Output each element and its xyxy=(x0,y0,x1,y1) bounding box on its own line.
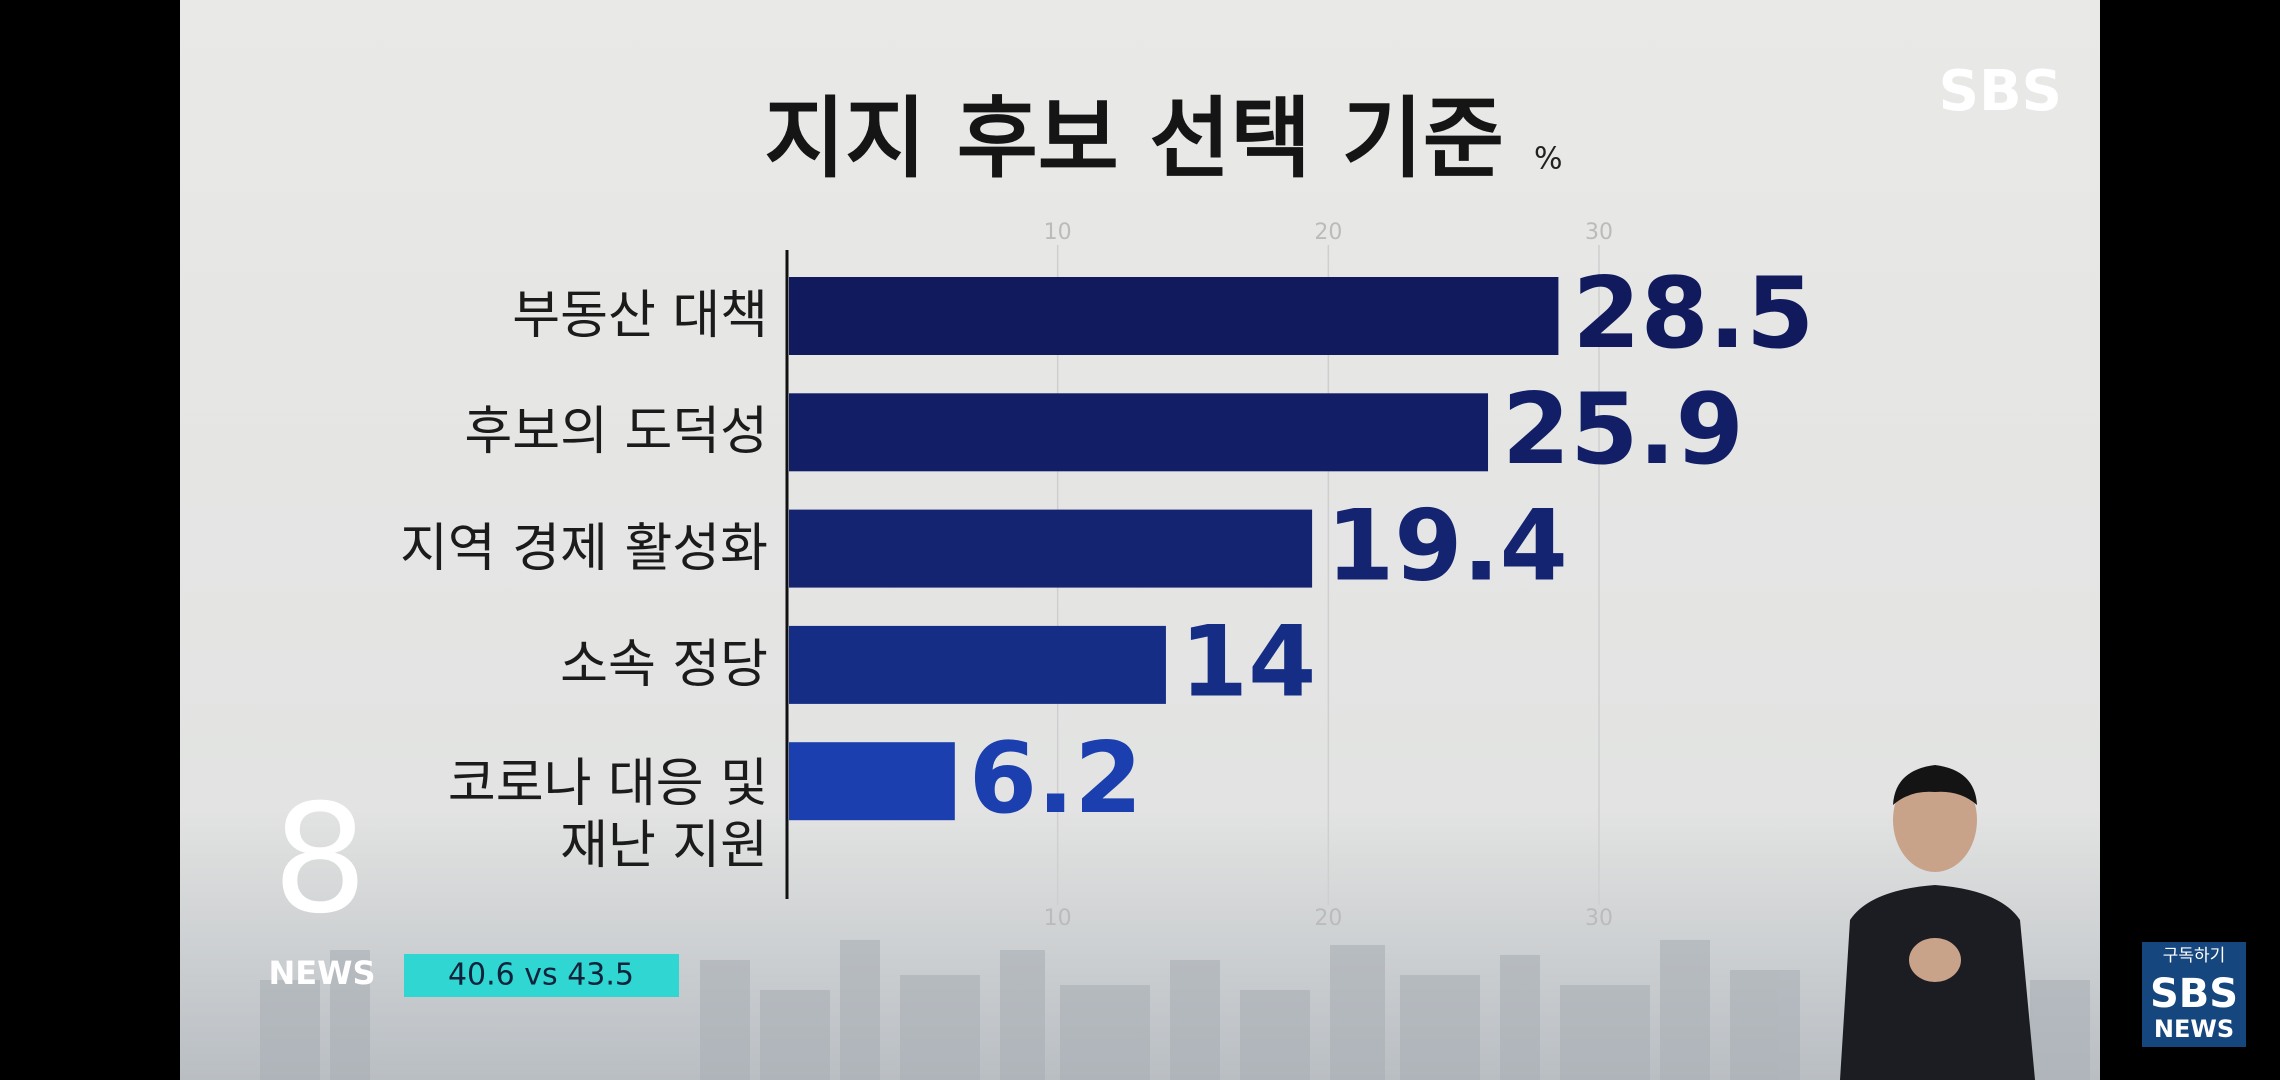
ticker: 40.6 vs 43.5 xyxy=(448,958,634,993)
value-label: 19.4 xyxy=(1326,489,1568,603)
subscribe-button[interactable] xyxy=(2142,942,2246,1047)
bar xyxy=(789,625,1166,704)
value-label: 25.9 xyxy=(1502,373,1744,487)
category-label: 코로나 대응 및 재난 지원 xyxy=(447,754,768,877)
x-tick-label: 20 xyxy=(1314,906,1342,931)
bar xyxy=(789,509,1313,588)
x-tick-label: 30 xyxy=(1585,220,1613,245)
x-tick-label: 20 xyxy=(1314,220,1342,245)
x-tick-label: 30 xyxy=(1585,906,1613,931)
skyline xyxy=(260,940,2090,1080)
x-tick-label: 10 xyxy=(1044,220,1072,245)
value-label: 28.5 xyxy=(1572,257,1814,371)
subscribe-label[interactable]: 구독하기 xyxy=(2163,946,2226,966)
interpreter xyxy=(1840,765,2035,1080)
unit: % xyxy=(1534,142,1563,177)
category-label: 소속 정당 xyxy=(560,634,768,695)
bar xyxy=(789,742,955,821)
category-label: 후보의 도덕성 xyxy=(464,402,768,463)
value-label: 6.2 xyxy=(969,722,1143,836)
category-label: 지역 경제 활성화 xyxy=(400,518,768,579)
category-label: 부동산 대책 xyxy=(512,286,768,346)
channel-logo: SBS xyxy=(1939,59,2062,124)
program-number: 8 xyxy=(272,773,367,947)
chart-title: 지지 후보 선택 기준 xyxy=(764,87,1504,190)
value-label: 14 xyxy=(1180,606,1316,720)
subscribe-logo[interactable]: SBS xyxy=(2150,971,2238,1017)
ticker-box xyxy=(404,954,679,997)
bar xyxy=(789,393,1489,472)
x-tick-label: 10 xyxy=(1044,906,1072,931)
program-name: NEWS xyxy=(269,954,376,992)
subscribe-brand[interactable]: NEWS xyxy=(2154,1015,2234,1043)
bar xyxy=(789,277,1559,355)
